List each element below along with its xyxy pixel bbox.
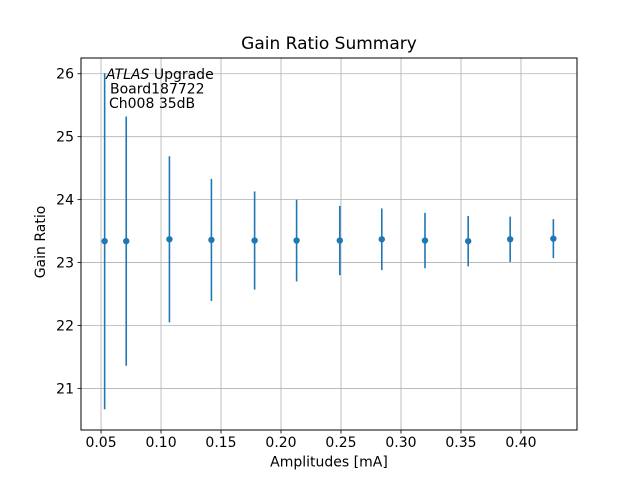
y-tick-label: 21 (56, 381, 74, 397)
data-point-marker (506, 236, 514, 243)
annotation-board-id: Board187722 (110, 82, 205, 98)
x-axis-label: Amplitudes [mA] (270, 455, 388, 471)
plot-layer: 0.05 0.10 0.15 0.20 0.25 0.30 0.35 0.40 21 22 23 24… (56, 57, 578, 451)
y-tick-label: 22 (56, 319, 74, 335)
data-point-marker (208, 236, 215, 244)
y-tick-label: 25 (56, 130, 74, 146)
x-tick-label: 0.20 (265, 435, 296, 451)
data-point-marker (336, 237, 343, 244)
data-point-marker (464, 237, 472, 245)
y-tick-label: 26 (56, 67, 74, 83)
data-point-marker (293, 237, 300, 244)
y-tick-label: 24 (56, 193, 74, 209)
annotation-experiment-name: ATLAS (105, 67, 149, 83)
annotation-line1-rest: Upgrade (149, 67, 213, 83)
data-point-marker (123, 237, 130, 245)
data-point-marker (101, 237, 108, 245)
x-tick-label: 0.40 (505, 435, 536, 451)
annotation-line1: ATLAS Upgrade (105, 67, 214, 83)
x-tick-label: 0.35 (445, 435, 476, 451)
data-point-marker (378, 236, 385, 243)
data-point-marker (166, 236, 173, 243)
y-tick-label: 23 (56, 256, 74, 272)
text-layer: Gain Ratio Summary Amplitudes [mA] Gain … (33, 34, 417, 471)
y-axis-label: Gain Ratio (33, 206, 49, 279)
data-point-marker (421, 237, 429, 244)
x-tick-label: 0.10 (145, 435, 176, 451)
data-point-marker (251, 237, 258, 244)
x-tick-label: 0.25 (325, 435, 356, 451)
x-tick-label: 0.30 (385, 435, 416, 451)
chart-title: Gain Ratio Summary (241, 34, 417, 54)
x-tick-label: 0.05 (85, 435, 116, 451)
axes-spines (80, 57, 578, 431)
x-tick-label: 0.15 (205, 435, 236, 451)
annotation-channel-info: Ch008 35dB (109, 96, 195, 112)
data-point-marker (550, 235, 557, 242)
